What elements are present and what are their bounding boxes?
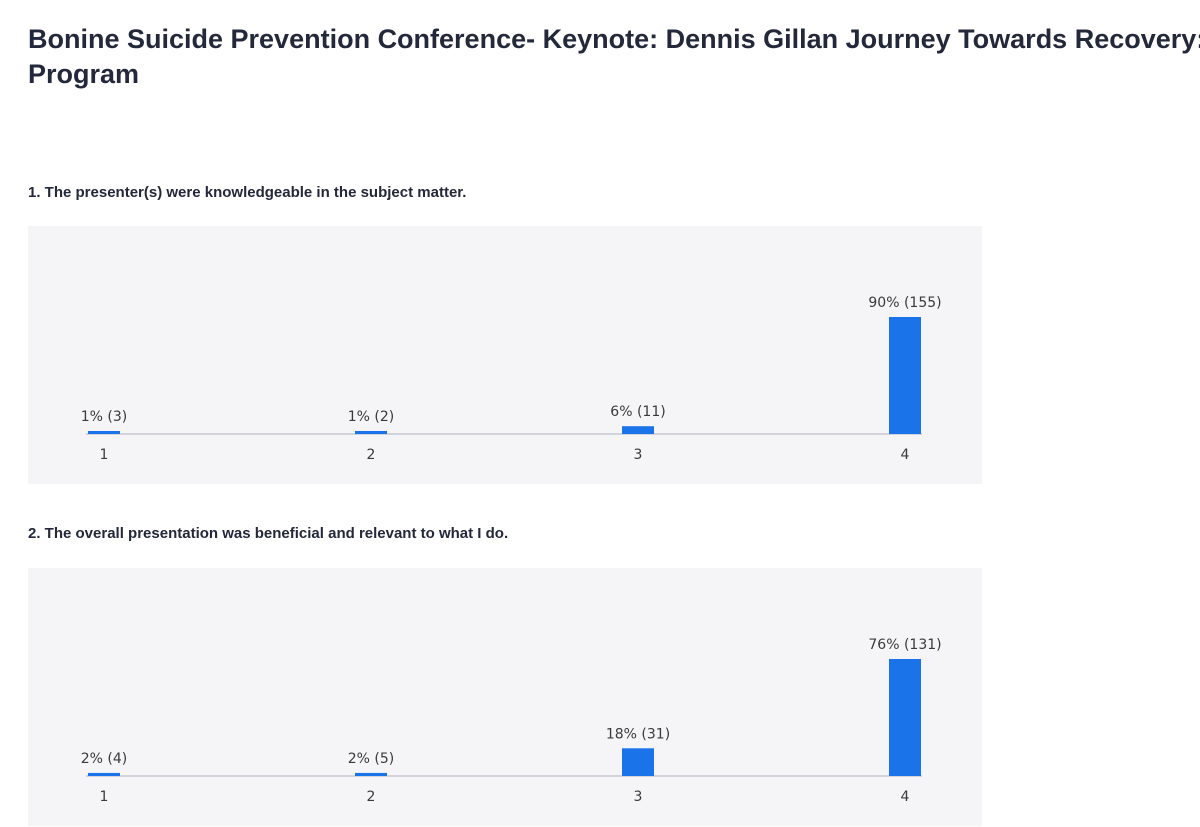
bar-3 — [622, 426, 654, 434]
x-tick-label: 1 — [100, 447, 109, 463]
data-label: 18% (31) — [606, 726, 670, 742]
bar-4 — [889, 317, 921, 434]
bar-1 — [88, 431, 120, 434]
data-label: 90% (155) — [868, 295, 941, 311]
x-tick-label: 2 — [367, 447, 376, 463]
bar-4 — [889, 659, 921, 776]
chart-question-2: 2% (4) 1 2% (5) 2 18% (31) 3 76% (131) 4 — [28, 568, 982, 826]
bar-2 — [355, 431, 387, 434]
bar-3 — [622, 748, 654, 776]
bar-2 — [355, 772, 387, 776]
chart-question-1: 1% (3) 1 1% (2) 2 6% (11) 3 90% (155) 4 — [28, 226, 982, 484]
data-label: 1% (2) — [348, 409, 395, 425]
data-label: 1% (3) — [81, 409, 128, 425]
x-tick-label: 4 — [901, 789, 910, 805]
data-label: 2% (4) — [81, 751, 128, 767]
bar-1 — [88, 772, 120, 776]
data-label: 2% (5) — [348, 751, 395, 767]
question-2-title: 2. The overall presentation was benefici… — [28, 525, 509, 542]
bar-chart-2: 2% (4) 1 2% (5) 2 18% (31) 3 76% (131) 4 — [81, 637, 942, 805]
data-label: 6% (11) — [610, 404, 665, 420]
bar-chart-1: 1% (3) 1 1% (2) 2 6% (11) 3 90% (155) 4 — [81, 295, 942, 463]
data-label: 76% (131) — [868, 637, 941, 653]
page-title: Bonine Suicide Prevention Conference- Ke… — [28, 24, 1200, 89]
x-tick-label: 3 — [634, 789, 643, 805]
question-1-title: 1. The presenter(s) were knowledgeable i… — [28, 184, 467, 201]
x-tick-label: 4 — [901, 447, 910, 463]
x-tick-label: 3 — [634, 447, 643, 463]
x-tick-label: 1 — [100, 789, 109, 805]
x-tick-label: 2 — [367, 789, 376, 805]
